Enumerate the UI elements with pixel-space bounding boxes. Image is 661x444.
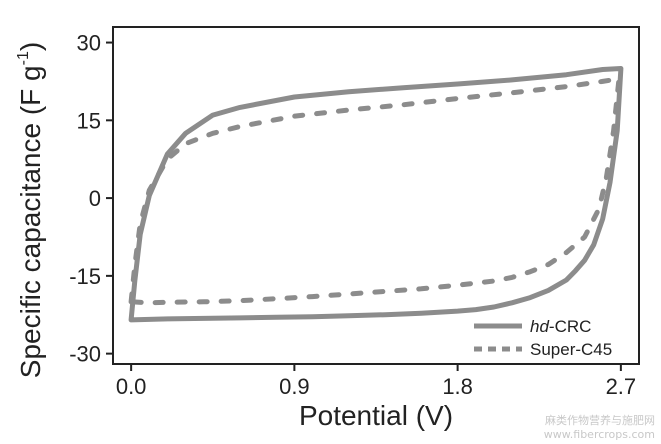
legend-label-super-c45: Super-C45 (530, 340, 612, 359)
x-axis-title: Potential (V) (299, 400, 453, 431)
y-tick-label: 30 (77, 31, 101, 56)
x-tick-label: 2.7 (606, 374, 637, 399)
legend-label-hd-crc: hd-CRC (530, 317, 591, 336)
plot-frame (112, 26, 640, 365)
y-tick-label: -30 (69, 342, 101, 367)
series-line-hd-crc (128, 66, 624, 323)
y-tick-label: 0 (89, 186, 101, 211)
series-line-super-c45 (128, 76, 622, 306)
y-tick-label: -15 (69, 264, 101, 289)
series-group (128, 66, 624, 323)
x-tick-label: 0.0 (116, 374, 147, 399)
watermark-line-2: www.fibercrops.com (544, 428, 655, 441)
y-axis-title-superscript: -1 (15, 51, 32, 65)
legend: hd-CRC Super-C45 (474, 317, 612, 359)
y-axis-title-main: Specific capacitance (F g (15, 65, 46, 378)
legend-label-hd-crc-rest: -CRC (549, 317, 592, 336)
x-tick-label: 1.8 (442, 374, 473, 399)
y-axis-title: Specific capacitance (F g-1) (15, 42, 46, 378)
y-tick-label: 15 (77, 108, 101, 133)
y-axis-title-close: ) (15, 42, 46, 51)
watermark-line-1: 麻类作物营养与施肥网 (545, 413, 655, 427)
legend-label-hd-crc-italic: hd (530, 317, 549, 336)
x-tick-label: 0.9 (279, 374, 310, 399)
ticks-group: 0.0 0.9 1.8 2.7 -30 -15 0 15 30 (69, 31, 636, 399)
